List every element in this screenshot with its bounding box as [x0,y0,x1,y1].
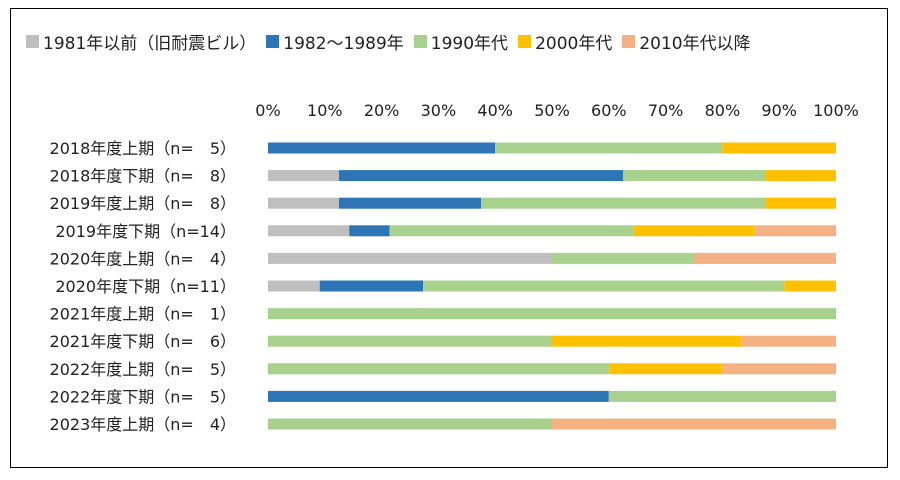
x-axis-ticks: 0% 10% 20% 30% 40% 50% 60% 70% 80% 90% 100% [255,101,859,120]
bar-segment [339,170,623,182]
bar-segment [268,390,609,402]
category-label: 2019年度上期（n= 8） [50,194,236,213]
legend-item-2000s: 2000年代 [518,29,612,54]
x-tick-label: 20% [364,101,400,120]
bar-segment [552,252,694,264]
bar-segment [389,225,634,237]
bar-segment [552,335,742,347]
bar-segment [339,197,481,209]
legend-label-1990s: 1990年代 [430,34,509,54]
bar-segment [623,170,765,182]
bar-segment [722,142,836,154]
bar-segment [268,308,836,320]
category-label: 2021年度下期（n= 6） [50,332,236,351]
legend-item-1990s: 1990年代 [413,29,509,54]
x-tick-label: 50% [534,101,570,120]
bar-segment [268,225,350,237]
bar-segment [722,363,836,375]
legend-label-pre1981: 1981年以前（旧耐震ビル） [43,34,257,54]
bar-segment [608,363,723,375]
bar-segment [765,170,836,182]
legend-label-2000s: 2000年代 [535,34,613,54]
legend-swatch-1990s [413,35,427,48]
bar-segment [423,280,785,292]
legend: 1981年以前（旧耐震ビル） 1982～1989年 1990年代 2000年代 … [26,29,761,54]
x-tick-label: 60% [591,101,627,120]
bars [268,142,836,430]
legend-label-1982-1989: 1982～1989年 [283,34,404,54]
bar-segment [608,390,836,402]
bar-segment [349,225,390,237]
bar-segment [694,252,836,264]
bar-segment [268,418,552,430]
category-label: 2018年度下期（n= 8） [50,167,236,186]
legend-label-2010s: 2010年代以降 [639,34,751,54]
x-tick-label: 100% [813,101,859,120]
legend-swatch-2000s [518,35,532,48]
category-label: 2022年度上期（n= 5） [50,360,236,379]
legend-item-pre1981: 1981年以前（旧耐震ビル） [26,29,256,54]
legend-item-1982-1989: 1982～1989年 [266,29,404,54]
x-tick-label: 40% [477,101,513,120]
bar-segment [268,280,320,292]
bar-segment [268,335,552,347]
x-tick-label: 70% [648,101,684,120]
category-label: 2021年度上期（n= 1） [50,305,236,324]
bar-segment [268,142,496,154]
bar-segment [495,142,723,154]
x-tick-label: 90% [761,101,797,120]
x-tick-label: 0% [255,101,280,120]
bar-segment [754,225,836,237]
legend-swatch-2010s [622,35,636,48]
category-label: 2019年度下期（n=14） [55,222,236,241]
category-label: 2022年度下期（n= 5） [50,387,236,406]
bar-segment [268,252,552,264]
bar-segment [268,363,609,375]
x-tick-label: 30% [421,101,457,120]
bar-segment [268,170,339,182]
bar-segment [633,225,755,237]
x-tick-label: 10% [307,101,343,120]
bar-segment [481,197,765,209]
bar-segment [741,335,836,347]
legend-swatch-pre1981 [26,35,39,48]
legend-swatch-1982-1989 [266,35,280,48]
category-label: 2023年度上期（n= 4） [50,415,236,434]
category-label: 2020年度上期（n= 4） [50,249,236,268]
category-labels: 2018年度上期（n= 5） 2018年度下期（n= 8） 2019年度上期（n= … [50,139,236,434]
x-tick-label: 80% [705,101,741,120]
bar-segment [784,280,836,292]
bar-segment [765,197,836,209]
category-label: 2018年度上期（n= 5） [50,139,236,158]
bar-segment [268,197,339,209]
bar-segment [552,418,836,430]
category-label: 2020年度下期（n=11） [55,277,236,296]
legend-item-2010s: 2010年代以降 [622,29,751,54]
bar-segment [319,280,424,292]
